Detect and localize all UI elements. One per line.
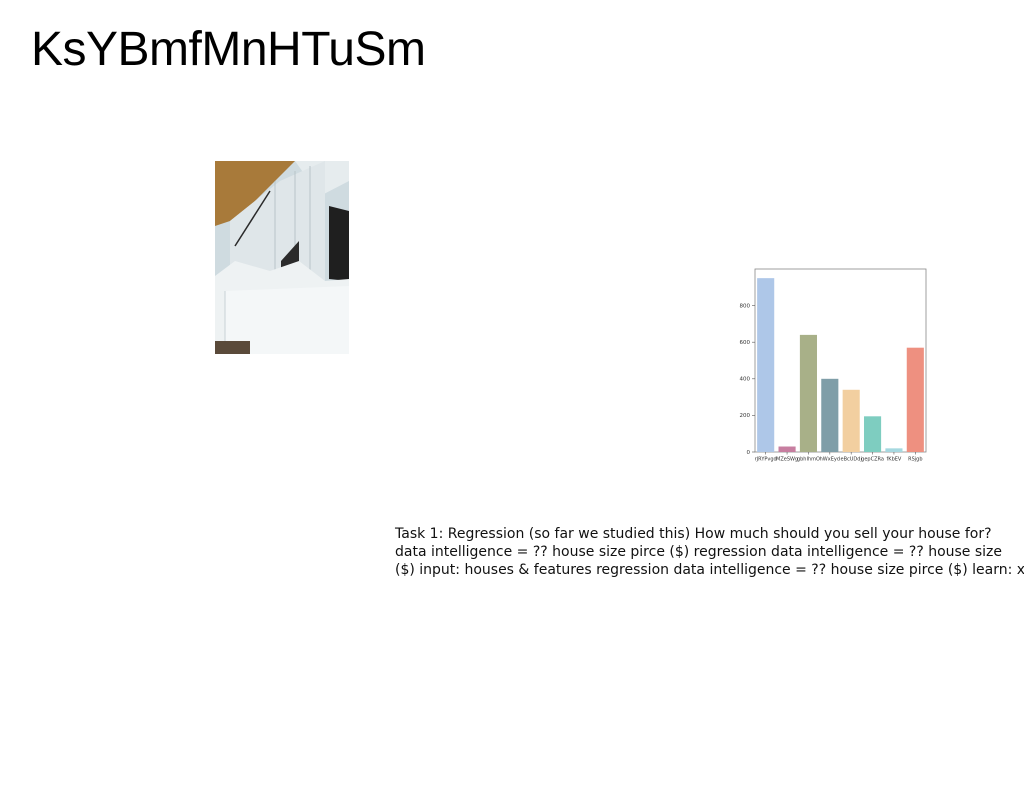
y-tick-label-600: 600 (740, 340, 751, 346)
x-tick-label-gbhIhmO: gbhIhmO (797, 457, 820, 463)
body-text: Task 1: Regression (so far we studied th… (395, 525, 1024, 579)
bar-rJRYPvgd (757, 278, 775, 452)
body-line-3: ($) input: houses & features regression … (395, 562, 1024, 578)
bar-fKbEV (885, 448, 903, 452)
x-tick-label-gepCZRa: gepCZRa (861, 457, 884, 463)
bar-RSjgb (906, 347, 924, 452)
bar-gepCZRa (864, 416, 882, 452)
x-tick-label-rJRYPvgd: rJRYPvgd (755, 457, 777, 463)
building-photo (215, 161, 349, 354)
bar-chart: 0 200 400 600 800 rJRYPvgd MZeSWg gbhIhmO hWxEyd… (735, 262, 935, 472)
x-tick-label-MZeSWg: MZeSWg (776, 457, 798, 463)
x-tick-label-eBcUDdj: eBcUDdj (841, 457, 862, 463)
y-tick-label-0: 0 (747, 450, 751, 456)
y-tick-label-800: 800 (740, 303, 751, 309)
y-tick-label-400: 400 (740, 377, 751, 383)
bar-MZeSWg (778, 446, 796, 452)
x-tick-label-RSjgb: RSjgb (908, 457, 922, 463)
body-line-1: Task 1: Regression (so far we studied th… (395, 526, 992, 542)
bar-eBcUDdj (842, 389, 860, 452)
y-tick-label-200: 200 (740, 413, 751, 419)
bar-hWxEyd (821, 378, 839, 452)
slide-title: KsYBmfMnHTuSm (31, 23, 426, 76)
bar-gbhIhmO (799, 334, 817, 452)
body-line-2: data intelligence = ?? house size pirce … (395, 544, 1003, 560)
plot-frame (754, 268, 927, 453)
x-tick-label-hWxEyd: hWxEyd (820, 457, 840, 463)
x-tick-label-fKbEV: fKbEV (887, 457, 902, 463)
